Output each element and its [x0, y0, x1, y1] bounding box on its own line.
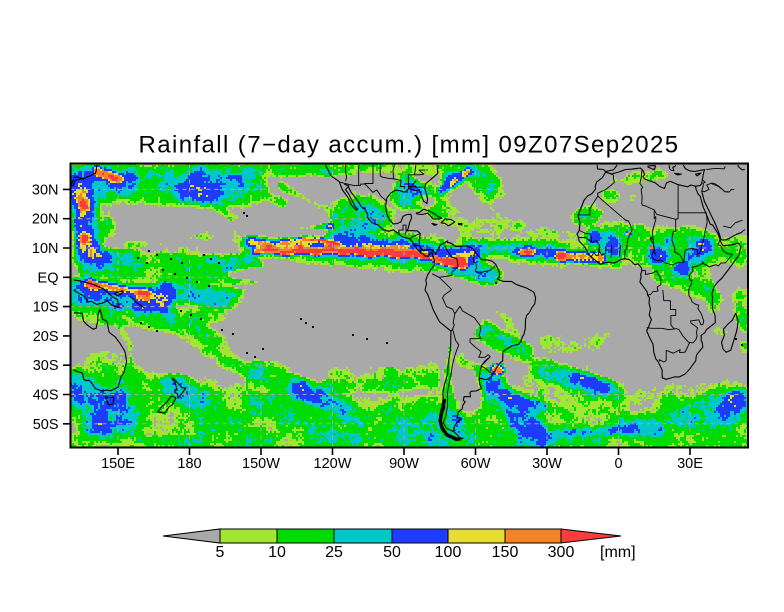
svg-text:10N: 10N	[32, 241, 59, 257]
svg-text:40S: 40S	[33, 388, 59, 404]
svg-text:10: 10	[268, 544, 286, 561]
svg-text:50: 50	[383, 544, 401, 561]
svg-text:150W: 150W	[242, 456, 280, 472]
svg-text:30N: 30N	[32, 182, 59, 198]
svg-text:25: 25	[325, 544, 343, 561]
svg-text:30E: 30E	[677, 456, 703, 472]
svg-text:[mm]: [mm]	[600, 544, 636, 561]
svg-text:EQ: EQ	[38, 270, 59, 286]
svg-text:5: 5	[216, 544, 225, 561]
svg-text:120W: 120W	[314, 456, 352, 472]
svg-text:100: 100	[435, 544, 462, 561]
svg-text:Rainfall (7−day accum.) [mm] 0: Rainfall (7−day accum.) [mm] 09Z07Sep202…	[139, 132, 680, 159]
svg-text:150E: 150E	[101, 456, 135, 472]
svg-text:30W: 30W	[532, 456, 562, 472]
svg-text:180: 180	[177, 456, 201, 472]
svg-text:30S: 30S	[33, 358, 59, 374]
svg-text:20S: 20S	[33, 329, 59, 345]
svg-text:300: 300	[548, 544, 575, 561]
svg-text:20N: 20N	[32, 212, 59, 228]
svg-text:90W: 90W	[389, 456, 419, 472]
svg-text:0: 0	[614, 456, 622, 472]
svg-text:10S: 10S	[33, 300, 59, 316]
svg-text:60W: 60W	[461, 456, 491, 472]
svg-text:150: 150	[492, 544, 519, 561]
svg-text:50S: 50S	[33, 417, 59, 433]
